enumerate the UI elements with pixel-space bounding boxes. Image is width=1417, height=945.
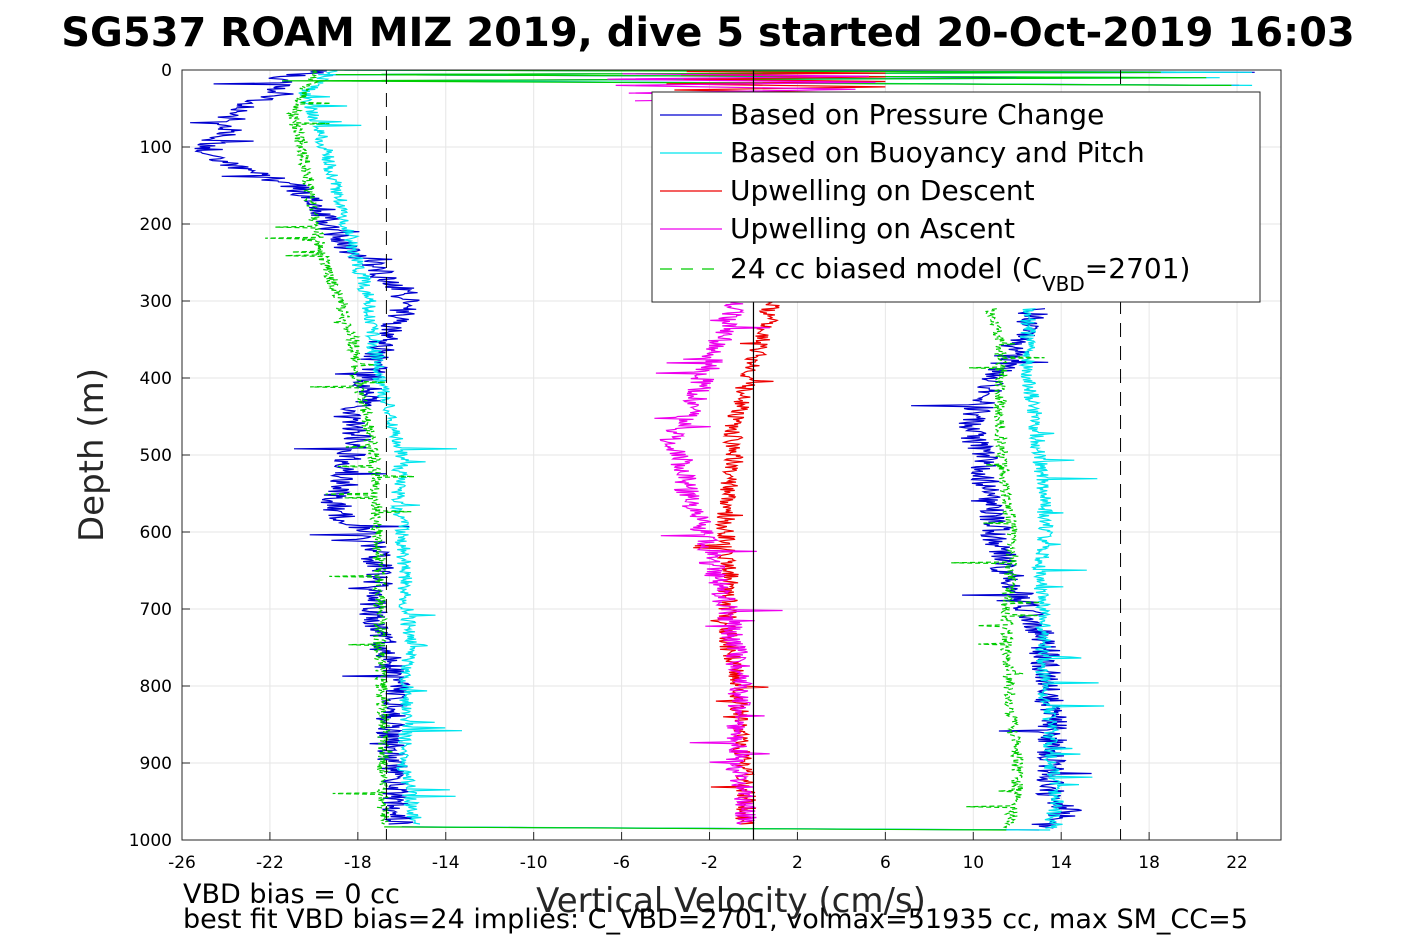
- vbd-bias-note: VBD bias = 0 cc: [183, 879, 400, 910]
- y-axis-label: Depth (m): [72, 368, 112, 542]
- chart-title: SG537 ROAM MIZ 2019, dive 5 started 20-O…: [61, 10, 1355, 56]
- series-24-cc-biased-model-descent: [265, 70, 415, 825]
- legend-label-upwelling-ascent: Upwelling on Ascent: [730, 212, 1015, 245]
- x-tick-label: -2: [701, 853, 718, 873]
- y-tick-label: 500: [140, 446, 172, 466]
- x-tick-label: -14: [432, 853, 460, 873]
- y-tick-label: 200: [140, 215, 172, 235]
- y-tick-label: 700: [140, 600, 172, 620]
- series-based-on-pressure-change-descent: [190, 70, 420, 825]
- legend-label-biased-end: =2701): [1085, 252, 1191, 285]
- x-tick-label: 2: [792, 853, 803, 873]
- y-tick-label: 0: [161, 61, 172, 81]
- x-tick-label: -22: [256, 853, 284, 873]
- y-tick-label: 900: [140, 754, 172, 774]
- y-tick-label: 400: [140, 369, 172, 389]
- x-tick-label: -10: [520, 853, 548, 873]
- legend-label-buoyancy: Based on Buoyancy and Pitch: [730, 136, 1145, 169]
- y-tick-label: 1000: [129, 831, 172, 851]
- series-upwelling-on-ascent-ascent: [654, 300, 783, 825]
- legend-box: [651, 91, 1261, 303]
- x-tick-label: 6: [880, 853, 891, 873]
- x-tick-label: -26: [168, 853, 196, 873]
- y-tick-label: 100: [140, 138, 172, 158]
- x-axis-label: Vertical Velocity (cm/s): [536, 881, 926, 921]
- series-based-on-buoyancy-and-pitch-ascent: [1018, 308, 1105, 829]
- y-tick-label: 600: [140, 523, 172, 543]
- legend-label-biased-subscript: VBD: [1042, 272, 1085, 296]
- x-tick-label: -18: [344, 853, 372, 873]
- x-tick-label: 22: [1226, 853, 1248, 873]
- series-24-cc-biased-model-ascent: [951, 308, 1045, 829]
- x-tick-label: -6: [613, 853, 630, 873]
- series-based-on-buoyancy-and-pitch-descent: [298, 70, 463, 825]
- legend-label-biased-main: 24 cc biased model (C: [730, 252, 1042, 285]
- axis-ticks: -26 -22 -18 -14 -10 -6 -2 2 6 10 14 18 2201002003004…: [129, 61, 1248, 873]
- series-layer: [190, 70, 1255, 831]
- x-tick-label: 10: [962, 853, 984, 873]
- bottom-turn-spike: [384, 826, 1007, 831]
- series-based-on-pressure-change-ascent: [911, 308, 1092, 829]
- x-tick-label: 18: [1138, 853, 1160, 873]
- x-tick-label: 14: [1050, 853, 1072, 873]
- y-tick-label: 300: [140, 292, 172, 312]
- legend-label-biased-model: 24 cc biased model (CVBD=2701): [730, 252, 1190, 296]
- legend: Based on Pressure Change Based on Buoyan…: [651, 91, 1261, 303]
- y-tick-label: 800: [140, 677, 172, 697]
- legend-label-upwelling-descent: Upwelling on Descent: [730, 174, 1035, 207]
- best-fit-note: best fit VBD bias=24 implies: C_VBD=2701…: [183, 904, 1248, 935]
- legend-label-pressure: Based on Pressure Change: [730, 98, 1104, 131]
